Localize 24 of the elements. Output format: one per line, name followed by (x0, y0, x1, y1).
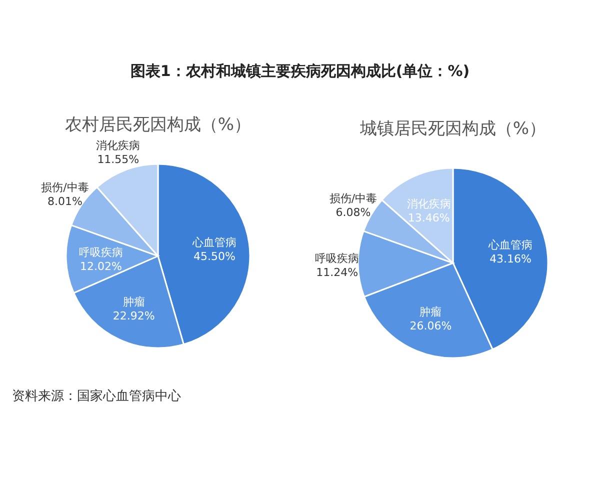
slice-label: 呼吸疾病 (78, 246, 123, 260)
slice-label: 心血管病 (191, 236, 236, 249)
slice-label: 损伤/中毒 (41, 181, 89, 194)
data-label: 22.92% (112, 310, 155, 323)
data-label: 6.08% (336, 206, 371, 219)
data-label: 11.55% (97, 153, 140, 166)
slice-label: 肿瘤 (420, 306, 442, 318)
data-label: 12.02% (80, 260, 122, 274)
data-label: 8.01% (47, 195, 82, 208)
data-label: 45.50% (193, 250, 236, 263)
chart-subtitle: 城镇居民死因构成（%） (358, 119, 546, 139)
slice-label: 消化疾病 (406, 197, 451, 210)
data-label: 13.46% (408, 211, 450, 224)
data-label: 11.24% (316, 266, 358, 280)
text: 图表1：农村和城镇主要疾病死因构成比(单位：%) (130, 62, 470, 80)
slice-label: 呼吸疾病 (315, 252, 360, 266)
slice-label: 肿瘤 (122, 296, 145, 309)
data-label: 43.16% (490, 252, 532, 266)
text: 资料来源：国家心血管病中心 (12, 388, 181, 404)
slice-label: 消化疾病 (96, 139, 140, 152)
slice-label: 损伤/中毒 (329, 192, 378, 205)
slice-label: 心血管病 (488, 238, 533, 252)
data-label: 26.06% (410, 320, 452, 332)
chart-subtitle: 农村居民死因构成（%） (64, 115, 252, 135)
